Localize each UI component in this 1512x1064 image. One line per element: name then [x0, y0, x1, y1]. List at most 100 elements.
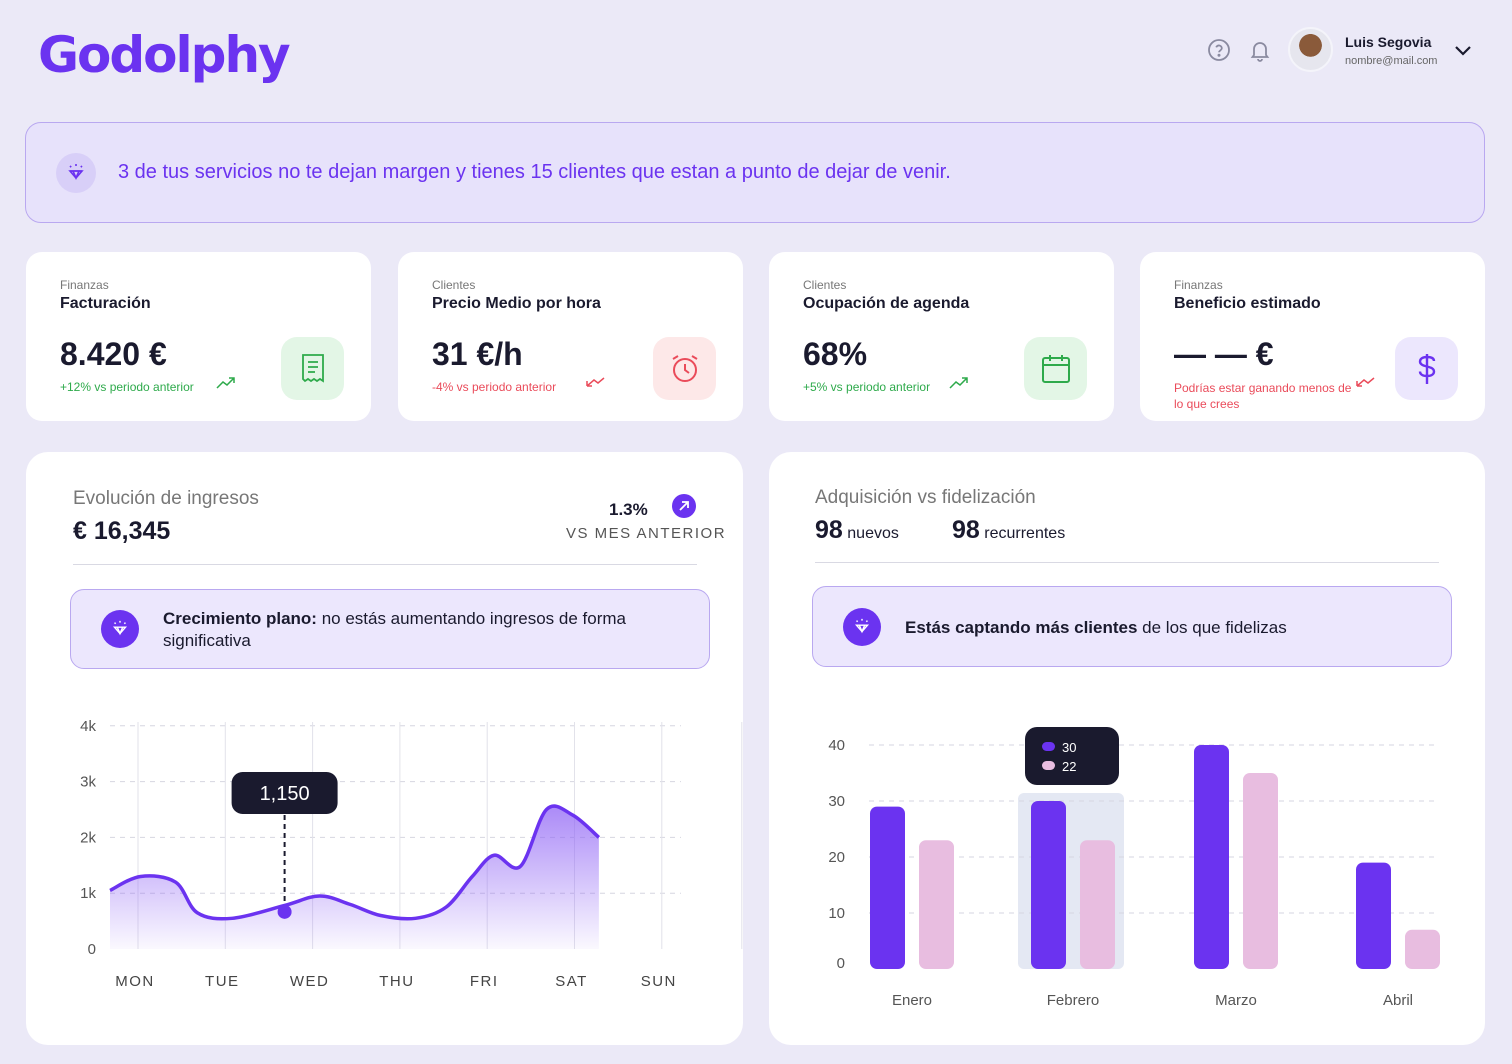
- chevron-down-icon[interactable]: [1452, 40, 1474, 62]
- y-tick-label: 3k: [80, 774, 96, 791]
- insight-rest: no estás aumentando ingresos de forma si…: [163, 609, 626, 650]
- tooltip-value-1: 30: [1062, 740, 1076, 755]
- kpi-delta: Podrías estar ganando menos de lo que cr…: [1174, 381, 1352, 411]
- kpi-delta: +12% vs periodo anterior: [60, 380, 194, 394]
- income-change: 1.3%: [609, 500, 648, 519]
- kpi-value: 68%: [803, 336, 868, 372]
- x-tick-label: SUN: [641, 973, 677, 990]
- tooltip-box: [1025, 727, 1119, 785]
- income-insight: Crecimiento plano: no estás aumentando i…: [70, 589, 710, 669]
- lightbulb-icon: [101, 610, 139, 648]
- kpi-card-facturacion[interactable]: Finanzas Facturación 8.420 € +12% vs per…: [26, 252, 371, 421]
- insight-text: Crecimiento plano: no estás aumentando i…: [163, 608, 683, 652]
- y-tick-label: 30: [828, 793, 845, 810]
- recurring-label: recurrentes: [984, 525, 1066, 542]
- kpi-card-ocupacion[interactable]: Clientes Ocupación de agenda 68% +5% vs …: [769, 252, 1114, 421]
- trend-up-icon: [216, 377, 235, 389]
- help-circle-icon[interactable]: [1207, 38, 1231, 62]
- insight-rest: de los que fidelizas: [1137, 618, 1287, 637]
- recurring-clients-stat: 98 recurrentes: [952, 516, 1065, 545]
- user-name: Luis Segovia: [1345, 34, 1432, 50]
- bar-nuevos[interactable]: [870, 806, 905, 969]
- kpi-category: Finanzas: [1174, 278, 1223, 292]
- x-tick-label: TUE: [205, 973, 240, 990]
- y-tick-label: 2k: [80, 829, 96, 846]
- kpi-card-beneficio[interactable]: Finanzas Beneficio estimado — — € Podría…: [1140, 252, 1485, 421]
- bar-recurrentes[interactable]: [1405, 929, 1440, 969]
- brand-logo[interactable]: Godolphy: [38, 26, 291, 84]
- acquisition-panel: Adquisición vs fidelización 98 nuevos 98…: [769, 452, 1485, 1045]
- kpi-value: — — €: [1174, 336, 1274, 372]
- recurring-count: 98: [952, 516, 980, 544]
- area-fill: [110, 806, 599, 949]
- income-change-label: VS MES ANTERIOR: [566, 525, 727, 542]
- insight-text: Estás captando más clientes de los que f…: [905, 617, 1287, 639]
- lightbulb-icon: [56, 153, 96, 193]
- income-amount: € 16,345: [73, 517, 171, 545]
- chart-tooltip: [231, 772, 338, 814]
- dollar-icon: [1395, 337, 1458, 400]
- calendar-icon: [1024, 337, 1087, 400]
- acquisition-insight: Estás captando más clientes de los que f…: [812, 586, 1452, 667]
- alert-banner: 3 de tus servicios no te dejan margen y …: [25, 122, 1485, 223]
- bar-recurrentes[interactable]: [1080, 840, 1115, 969]
- new-count: 98: [815, 516, 843, 544]
- receipt-icon: [281, 337, 344, 400]
- acquisition-bar-chart: 0 10 20 30 40 Enero Febrero Marzo Abril 30 22: [828, 727, 1440, 1009]
- kpi-title: Precio Medio por hora: [432, 295, 601, 312]
- x-tick-label: FRI: [470, 973, 499, 990]
- kpi-category: Clientes: [803, 278, 847, 292]
- bar-nuevos[interactable]: [1356, 862, 1391, 969]
- divider: [815, 562, 1439, 563]
- kpi-delta: +5% vs periodo anterior: [803, 380, 931, 394]
- trend-up-icon: [949, 377, 968, 389]
- bar-tooltip: 30 22: [1025, 727, 1119, 785]
- y-tick-label: 0: [88, 941, 96, 958]
- insight-bold: Estás captando más clientes: [905, 618, 1138, 637]
- y-tick-label: 20: [828, 849, 845, 866]
- x-tick-label: THU: [379, 973, 414, 990]
- kpi-value: 31 €/h: [432, 336, 523, 372]
- x-tick-label: Enero: [892, 992, 932, 1009]
- arrow-up-right-icon: [672, 494, 696, 518]
- kpi-title: Beneficio estimado: [1174, 295, 1321, 312]
- new-label: nuevos: [847, 525, 899, 542]
- kpi-category: Clientes: [432, 278, 476, 292]
- y-tick-label: 10: [828, 905, 845, 922]
- tooltip-swatch-nuevos: [1042, 742, 1055, 751]
- bar-recurrentes[interactable]: [919, 840, 954, 969]
- kpi-card-precio-medio[interactable]: Clientes Precio Medio por hora 31 €/h -4…: [398, 252, 743, 421]
- x-tick-label: Abril: [1383, 992, 1413, 1009]
- new-clients-stat: 98 nuevos: [815, 516, 899, 545]
- tooltip-value-2: 22: [1062, 759, 1076, 774]
- x-tick-label: Febrero: [1047, 992, 1100, 1009]
- tooltip-swatch-recurrentes: [1042, 761, 1055, 770]
- y-tick-label: 4k: [80, 718, 96, 735]
- y-tick-label: 1k: [80, 885, 96, 902]
- trend-down-icon: [586, 377, 605, 387]
- x-tick-label: SAT: [555, 973, 588, 990]
- lightbulb-icon: [843, 608, 881, 646]
- area-line: [109, 804, 601, 921]
- trend-down-icon: [1356, 377, 1375, 387]
- y-tick-label: 40: [828, 737, 845, 754]
- income-panel: Evolución de ingresos € 16,345 1.3% VS M…: [26, 452, 743, 1045]
- x-tick-label: MON: [115, 973, 155, 990]
- user-email: nombre@mail.com: [1345, 55, 1438, 67]
- panel-title: Evolución de ingresos: [73, 488, 259, 509]
- bar-recurrentes[interactable]: [1243, 773, 1278, 969]
- y-tick-label: 0: [837, 955, 845, 972]
- bar-nuevos[interactable]: [1194, 745, 1229, 969]
- kpi-title: Ocupación de agenda: [803, 295, 970, 312]
- insight-bold: Crecimiento plano:: [163, 609, 317, 628]
- panel-title: Adquisición vs fidelización: [815, 487, 1036, 508]
- avatar[interactable]: [1288, 27, 1333, 72]
- income-area-chart: 0 1k 2k 3k 4k MON TUE WED THU FRI SAT SUN 1,150: [80, 718, 743, 990]
- divider: [73, 564, 697, 565]
- bar-nuevos[interactable]: [1031, 801, 1066, 969]
- kpi-title: Facturación: [60, 295, 151, 312]
- highlight-point[interactable]: [277, 904, 292, 919]
- x-tick-label: Marzo: [1215, 992, 1257, 1009]
- bell-icon[interactable]: [1248, 38, 1272, 62]
- alarm-clock-icon: [653, 337, 716, 400]
